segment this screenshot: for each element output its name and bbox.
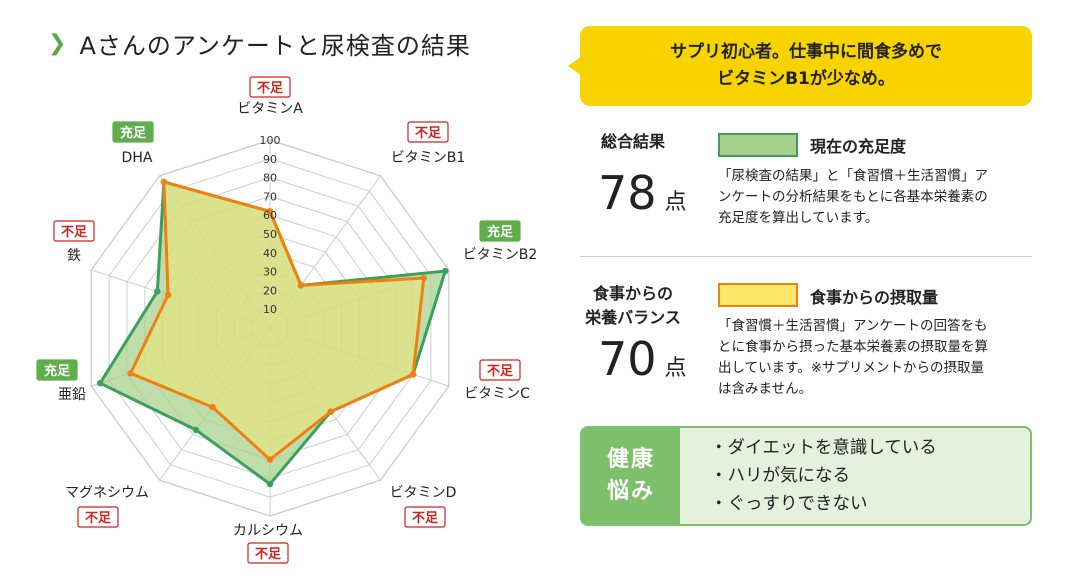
legend-label-diet: 食事からの摂取量 — [810, 288, 939, 307]
radar-point — [297, 282, 305, 289]
radar-axis-label: カルシウム — [233, 523, 303, 539]
bubble-line-2: ビタミンB1が少なめ。 — [717, 69, 895, 89]
status-badge-label: 不足 — [257, 81, 284, 96]
status-badge-short — [404, 506, 446, 528]
radar-axis-label: ビタミンB1 — [391, 150, 466, 166]
radar-point — [127, 370, 134, 377]
status-badge-short — [247, 542, 289, 564]
radar-series-layer — [96, 178, 449, 488]
diet-label: 食事からの 栄養バランス — [578, 282, 688, 330]
health-tag-line-1: 健康 — [606, 447, 655, 472]
section-divider — [580, 256, 1032, 257]
radar-axis-label: マグネシウム — [65, 485, 149, 501]
radar-point — [266, 456, 274, 463]
status-badge-label: 不足 — [85, 511, 112, 526]
diet-score: 70 点 — [598, 332, 687, 386]
status-badge-label: 充足 — [120, 125, 147, 141]
health-concerns-list: ・ダイエットを意識している ・ハリが気になる ・ぐっすりできない — [710, 434, 937, 518]
overall-score-unit: 点 — [664, 190, 687, 215]
diet-label-line-1: 食事からの — [592, 284, 673, 303]
status-badge-label: 不足 — [61, 225, 88, 240]
radar-axis-label: 鉄 — [67, 248, 81, 264]
status-badge-label: 不足 — [255, 547, 282, 562]
radar-tick-label: 30 — [263, 266, 277, 279]
status-badge-short — [77, 506, 119, 528]
status-badge-short — [249, 76, 291, 98]
radar-axis-label: ビタミンB2 — [463, 247, 538, 263]
radar-point — [192, 426, 200, 434]
radar-point — [420, 274, 427, 282]
page-title: ❯ Aさんのアンケートと尿検査の結果 — [48, 26, 471, 61]
radar-tick-label: 50 — [263, 228, 277, 241]
radar-axis-label: ビタミンA — [237, 101, 303, 117]
status-badge-short — [407, 121, 449, 143]
bubble-line-1: サプリ初心者。仕事中に間食多めで — [670, 42, 942, 62]
overall-label: 総合結果 — [600, 132, 665, 151]
status-badge-label: 充足 — [487, 224, 514, 240]
status-badge-sufficient — [112, 121, 154, 143]
radar-point — [266, 208, 274, 215]
radar-tick-label: 70 — [263, 190, 277, 203]
status-badge-sufficient — [36, 359, 78, 381]
radar-tick-label: 40 — [263, 247, 277, 260]
status-badge-short — [53, 220, 95, 242]
radar-point — [409, 371, 417, 378]
legend-swatch-current — [718, 133, 798, 157]
radar-tick-label: 60 — [263, 209, 277, 222]
diet-label-line-2: 栄養バランス — [585, 308, 681, 327]
legend-swatch-diet — [718, 283, 798, 307]
status-badge-short — [479, 359, 521, 381]
radar-point — [154, 288, 161, 295]
radar-point — [164, 291, 172, 299]
overall-score: 78 点 — [598, 166, 687, 220]
status-badge-label: 充足 — [44, 363, 71, 379]
overall-description: 「尿検査の結果」と「食習慣＋生活習慣」アンケートの分析結果をもとに各基本栄養素の… — [718, 168, 988, 226]
radar-axis-label: DHA — [122, 150, 153, 166]
diet-description: 「食習慣＋生活習慣」アンケートの回答をもとに食事から摂った基本栄養素の摂取量を算… — [718, 318, 988, 397]
diet-score-value: 70 — [598, 332, 657, 386]
comment-bubble: サプリ初心者。仕事中に間食多めで ビタミンB1が少なめ。 — [580, 26, 1032, 106]
radar-tick-label: 100 — [260, 134, 281, 147]
status-badge-label: 不足 — [412, 511, 439, 526]
radar-tick-label: 80 — [263, 172, 277, 185]
chevron-right-icon: ❯ — [48, 31, 68, 56]
radar-point — [266, 480, 274, 488]
radar-axis-label: 亜鉛 — [58, 387, 86, 403]
status-badge-label: 不足 — [487, 364, 514, 379]
health-tag-line-2: 悩み — [606, 479, 655, 504]
health-concern-item: ・ダイエットを意識している — [710, 438, 937, 458]
radar-tick-label: 10 — [263, 303, 277, 316]
health-concerns-box: 健康 悩み ・ダイエットを意識している ・ハリが気になる ・ぐっすりできない — [580, 426, 1032, 526]
health-concern-item: ・ぐっすりできない — [710, 494, 868, 514]
status-badge-label: 不足 — [415, 126, 442, 141]
radar-point — [327, 408, 334, 415]
radar-axis-labels: ビタミンA不足ビタミンB1不足ビタミンB2充足ビタミンC不足ビタミンD不足カルシ… — [36, 76, 538, 564]
radar-tick-label: 90 — [263, 153, 277, 166]
diet-score-unit: 点 — [664, 356, 687, 381]
radar-point — [442, 267, 449, 275]
page-title-text: Aさんのアンケートと尿検査の結果 — [79, 32, 471, 60]
radar-point — [160, 178, 168, 186]
radar-point — [96, 379, 104, 387]
radar-point — [209, 403, 216, 411]
status-badge-sufficient — [479, 220, 521, 242]
overall-score-value: 78 — [598, 166, 657, 220]
health-tag: 健康 悩み — [582, 428, 680, 524]
radar-tick-labels: 10 20 30 40 50 60 70 80 90 100 — [260, 134, 281, 316]
radar-tick-label: 20 — [263, 284, 277, 297]
health-concern-item: ・ハリが気になる — [710, 466, 850, 486]
radar-axis-label: ビタミンC — [464, 386, 530, 402]
radar-axis-label: ビタミンD — [390, 485, 457, 501]
legend-label-current: 現在の充足度 — [810, 137, 907, 156]
bubble-tail — [568, 56, 582, 76]
